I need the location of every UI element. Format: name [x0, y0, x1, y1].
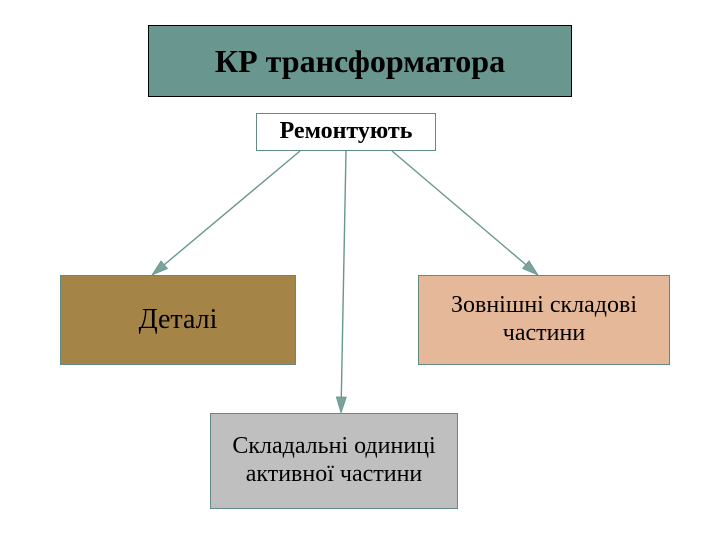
detali-box: Деталі: [60, 275, 296, 365]
zovn-box: Зовнішні складові частини: [418, 275, 670, 365]
detali-text: Деталі: [139, 304, 218, 336]
remont-text: Ремонтують: [280, 118, 413, 146]
title-box: КР трансформатора: [148, 25, 572, 97]
sklad-text: Складальні одиниці активної частини: [211, 433, 457, 488]
sklad-box: Складальні одиниці активної частини: [210, 413, 458, 509]
remont-box: Ремонтують: [256, 113, 436, 151]
title-text: КР трансформатора: [215, 43, 505, 80]
zovn-text: Зовнішні складові частини: [419, 292, 669, 347]
